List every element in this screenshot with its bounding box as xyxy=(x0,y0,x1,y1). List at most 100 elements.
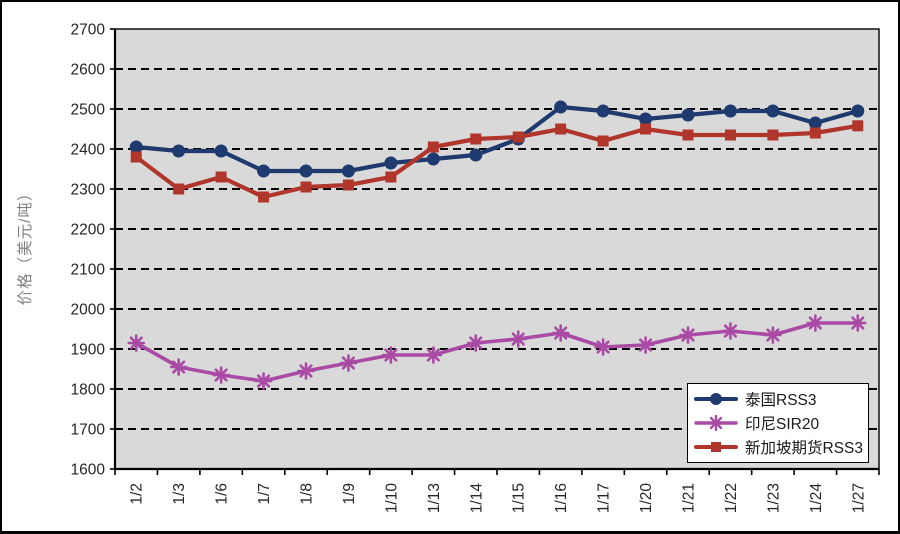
x-tick-label: 1/13 xyxy=(426,483,443,513)
x-tick-label: 1/9 xyxy=(341,483,358,505)
data-point-marker xyxy=(596,104,610,118)
x-tick-label: 1/23 xyxy=(765,483,782,513)
y-tick-label: 2700 xyxy=(71,22,106,39)
y-tick-label: 2000 xyxy=(71,302,106,319)
x-tick-label: 1/15 xyxy=(511,483,528,513)
series-0 xyxy=(129,100,865,178)
data-point-marker xyxy=(806,314,825,332)
data-point-marker xyxy=(724,129,736,141)
x-tick-label: 1/20 xyxy=(638,483,655,514)
data-point-marker xyxy=(679,326,697,344)
x-tick-label: 1/24 xyxy=(808,483,825,514)
y-tick-label: 1700 xyxy=(71,422,106,439)
data-point-marker xyxy=(127,334,146,352)
data-point-marker xyxy=(130,151,142,163)
legend-label: 印尼SIR20 xyxy=(745,416,820,433)
x-tick-label: 1/17 xyxy=(596,483,613,513)
series-line xyxy=(134,104,860,174)
y-tick-label: 2600 xyxy=(71,62,106,79)
data-point-marker xyxy=(767,129,779,141)
series-2 xyxy=(130,120,864,203)
data-point-marker xyxy=(640,123,652,135)
series-line xyxy=(134,123,860,200)
series-1 xyxy=(127,314,867,390)
data-point-marker xyxy=(554,100,568,114)
data-point-marker xyxy=(848,314,867,332)
data-point-marker xyxy=(426,152,440,166)
legend: 泰国RSS3 印尼SIR20 新加坡期货RSS3 xyxy=(687,383,869,463)
data-point-marker xyxy=(172,144,186,158)
data-point-marker xyxy=(299,164,313,178)
data-point-marker xyxy=(342,179,354,191)
x-tick-label: 1/6 xyxy=(214,483,231,505)
data-point-marker xyxy=(257,164,271,178)
data-point-marker xyxy=(382,346,400,364)
y-tick-label: 2500 xyxy=(71,102,106,119)
x-tick-label: 1/22 xyxy=(723,483,740,513)
y-tick-label: 1900 xyxy=(71,342,106,359)
x-tick-label: 1/8 xyxy=(299,483,316,505)
data-point-marker xyxy=(639,112,653,126)
data-point-marker xyxy=(341,164,355,178)
data-point-marker xyxy=(258,191,270,203)
data-point-marker xyxy=(297,362,315,380)
x-tick-label: 1/10 xyxy=(383,483,400,514)
data-point-marker xyxy=(254,372,273,390)
data-point-marker xyxy=(300,181,312,193)
data-point-marker xyxy=(466,334,485,352)
y-tick-label: 2300 xyxy=(71,182,106,199)
data-point-marker xyxy=(169,358,188,376)
data-point-marker xyxy=(555,123,567,135)
data-point-marker xyxy=(681,108,695,122)
data-point-marker xyxy=(764,326,782,344)
data-point-marker xyxy=(597,135,609,147)
y-tick-label: 2100 xyxy=(71,262,106,279)
legend-label: 泰国RSS3 xyxy=(745,392,817,409)
x-tick-label: 1/16 xyxy=(553,483,570,513)
data-point-marker xyxy=(551,324,570,342)
x-tick-label: 1/14 xyxy=(468,483,485,514)
data-point-marker xyxy=(636,336,655,354)
data-point-marker xyxy=(214,144,228,158)
x-tick-label: 1/2 xyxy=(129,483,146,505)
data-point-marker xyxy=(809,127,821,139)
data-point-marker xyxy=(129,140,143,154)
x-tick-label: 1/7 xyxy=(256,483,273,505)
singapore-futures-rss3-marker-icon xyxy=(694,442,738,452)
y-tick-label: 2200 xyxy=(71,222,106,239)
data-point-marker xyxy=(427,141,439,153)
data-point-marker xyxy=(384,156,398,170)
x-tick-label: 1/3 xyxy=(171,483,188,505)
y-tick-label: 1600 xyxy=(71,462,106,479)
thailand-rss3-marker-icon xyxy=(694,393,738,405)
data-point-marker xyxy=(808,116,822,130)
data-point-marker xyxy=(424,346,443,364)
data-point-marker xyxy=(512,131,524,143)
legend-item: 新加坡期货RSS3 xyxy=(694,436,863,458)
data-point-marker xyxy=(469,148,483,162)
data-point-marker xyxy=(173,183,185,195)
data-point-marker xyxy=(470,133,482,145)
legend-item: 泰国RSS3 xyxy=(694,388,862,410)
data-point-marker xyxy=(509,330,528,348)
data-point-marker xyxy=(215,171,227,183)
indonesia-sir20-marker-icon xyxy=(694,415,738,431)
data-point-marker xyxy=(339,354,358,372)
legend-label: 新加坡期货RSS3 xyxy=(745,440,863,457)
data-point-marker xyxy=(851,104,865,118)
data-point-marker xyxy=(766,104,780,118)
data-point-marker xyxy=(682,129,694,141)
y-tick-label: 2400 xyxy=(71,142,106,159)
y-tick-label: 1800 xyxy=(71,382,106,399)
x-tick-label: 1/27 xyxy=(850,483,867,513)
x-tick-label: 1/21 xyxy=(681,483,698,513)
legend-item: 印尼SIR20 xyxy=(694,412,862,434)
data-point-marker xyxy=(723,104,737,118)
data-point-marker xyxy=(594,338,612,356)
data-point-marker xyxy=(721,322,740,340)
data-point-marker xyxy=(852,120,864,132)
data-point-marker xyxy=(212,366,230,384)
data-point-marker xyxy=(385,171,397,183)
